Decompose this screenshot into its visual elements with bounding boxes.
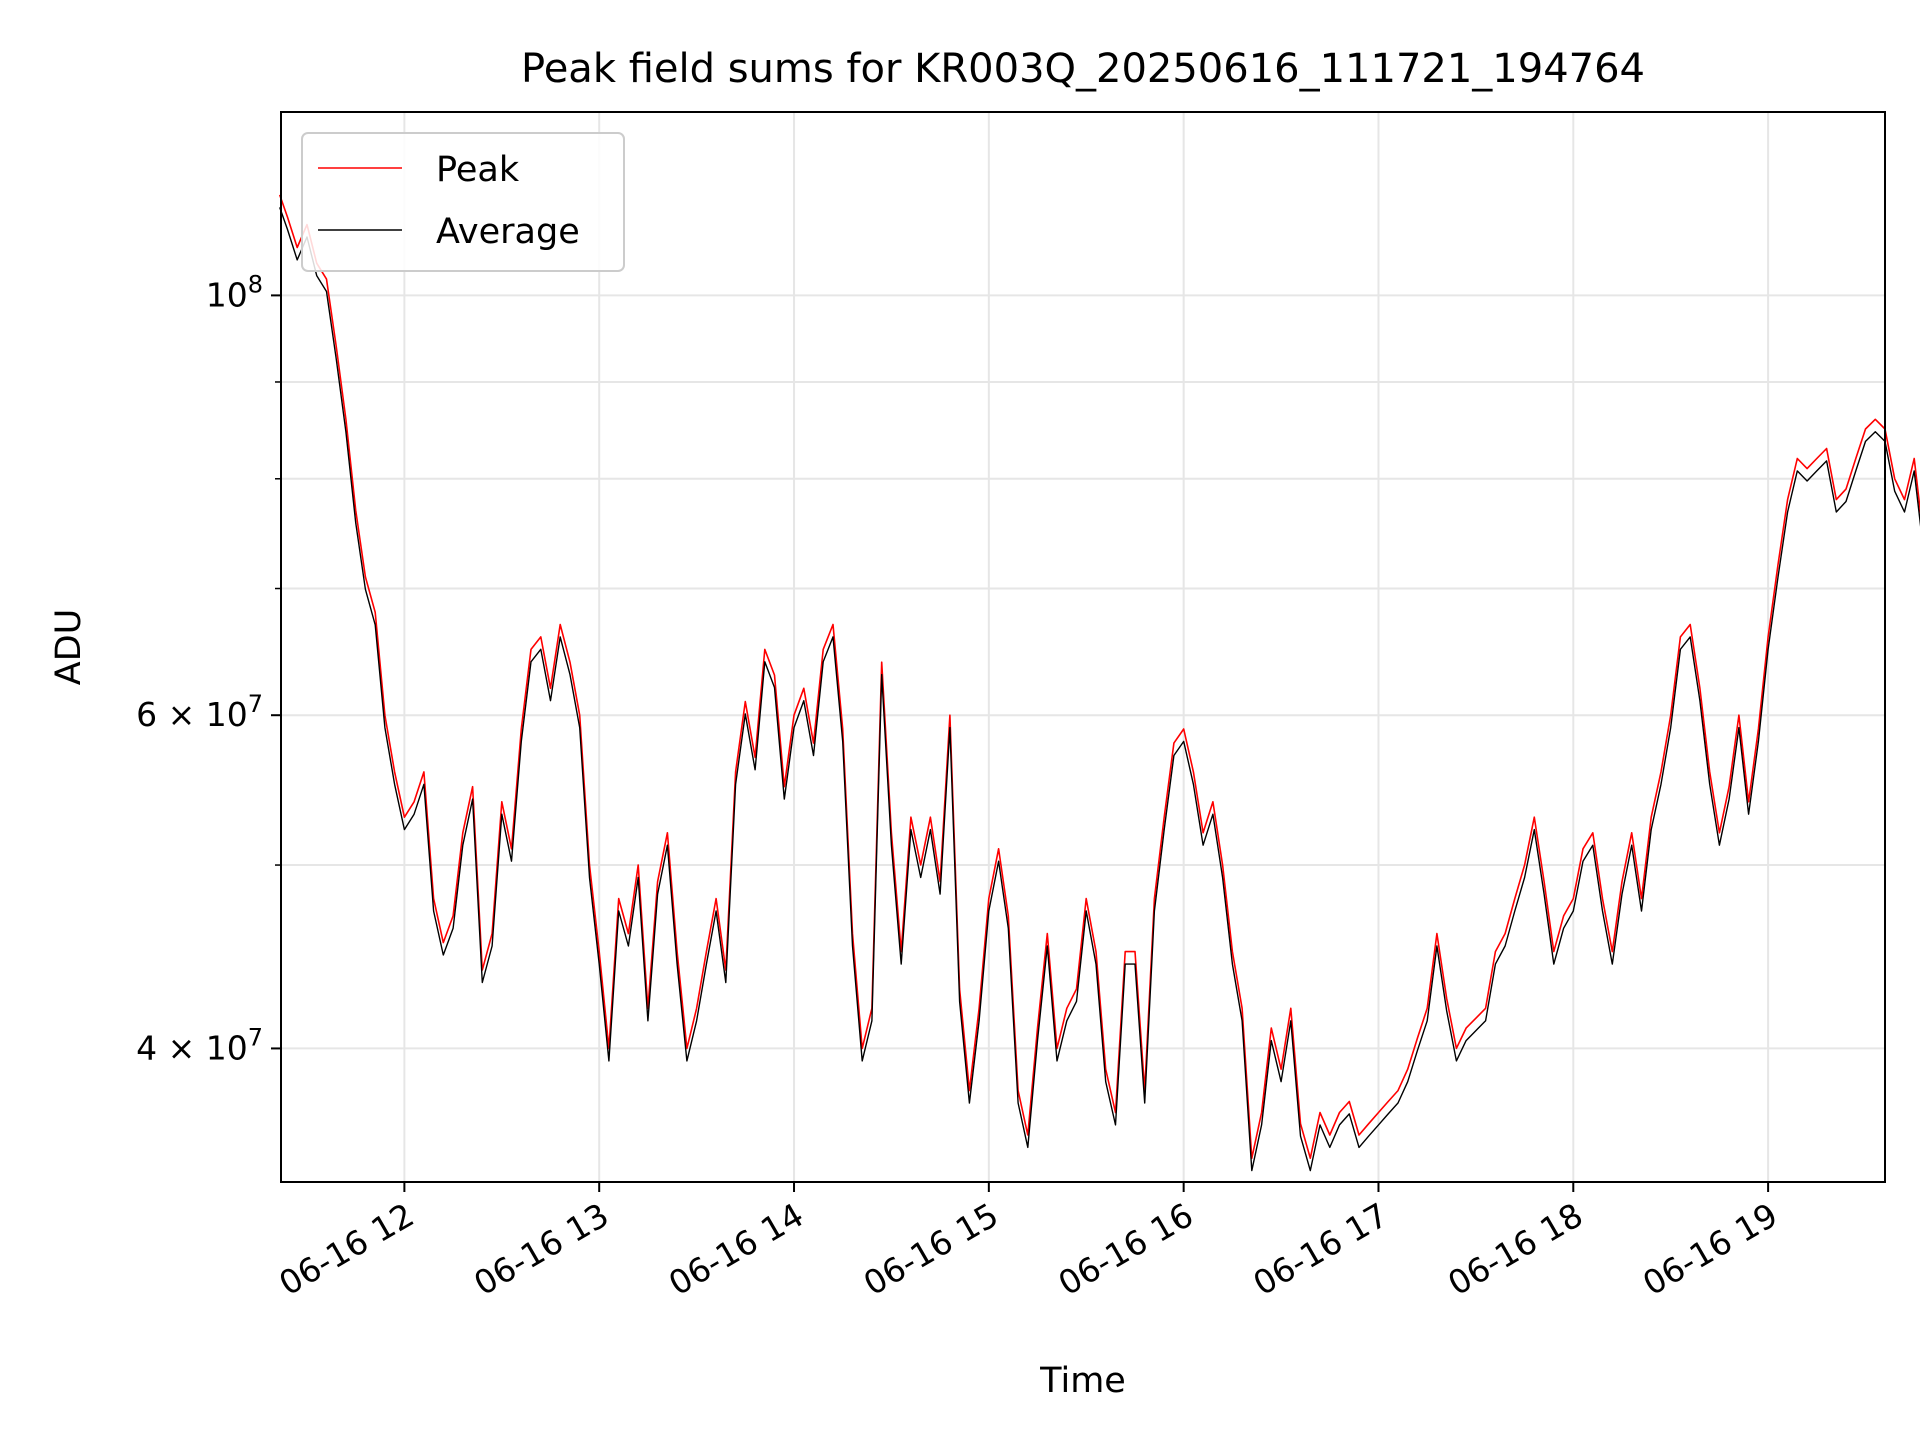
y-axis-label: ADU: [49, 609, 89, 686]
y-tick-label: 108: [206, 270, 263, 314]
chart-title: Peak field sums for KR003Q_20250616_1117…: [521, 46, 1645, 92]
y-tick-label: 4 × 107: [136, 1023, 263, 1067]
plot-frame: [280, 111, 1886, 1183]
series-peak-line: [278, 194, 1920, 1159]
y-tick-label: 6 × 107: [136, 690, 263, 734]
legend-average-label: Average: [436, 212, 580, 252]
legend-peak-label: Peak: [436, 150, 520, 190]
legend: Peak Average: [301, 132, 625, 272]
grid-layer: [281, 112, 1885, 1182]
series-layer: [278, 194, 1920, 1172]
series-average-line: [279, 207, 1920, 1172]
x-axis-label: Time: [1039, 1361, 1126, 1401]
